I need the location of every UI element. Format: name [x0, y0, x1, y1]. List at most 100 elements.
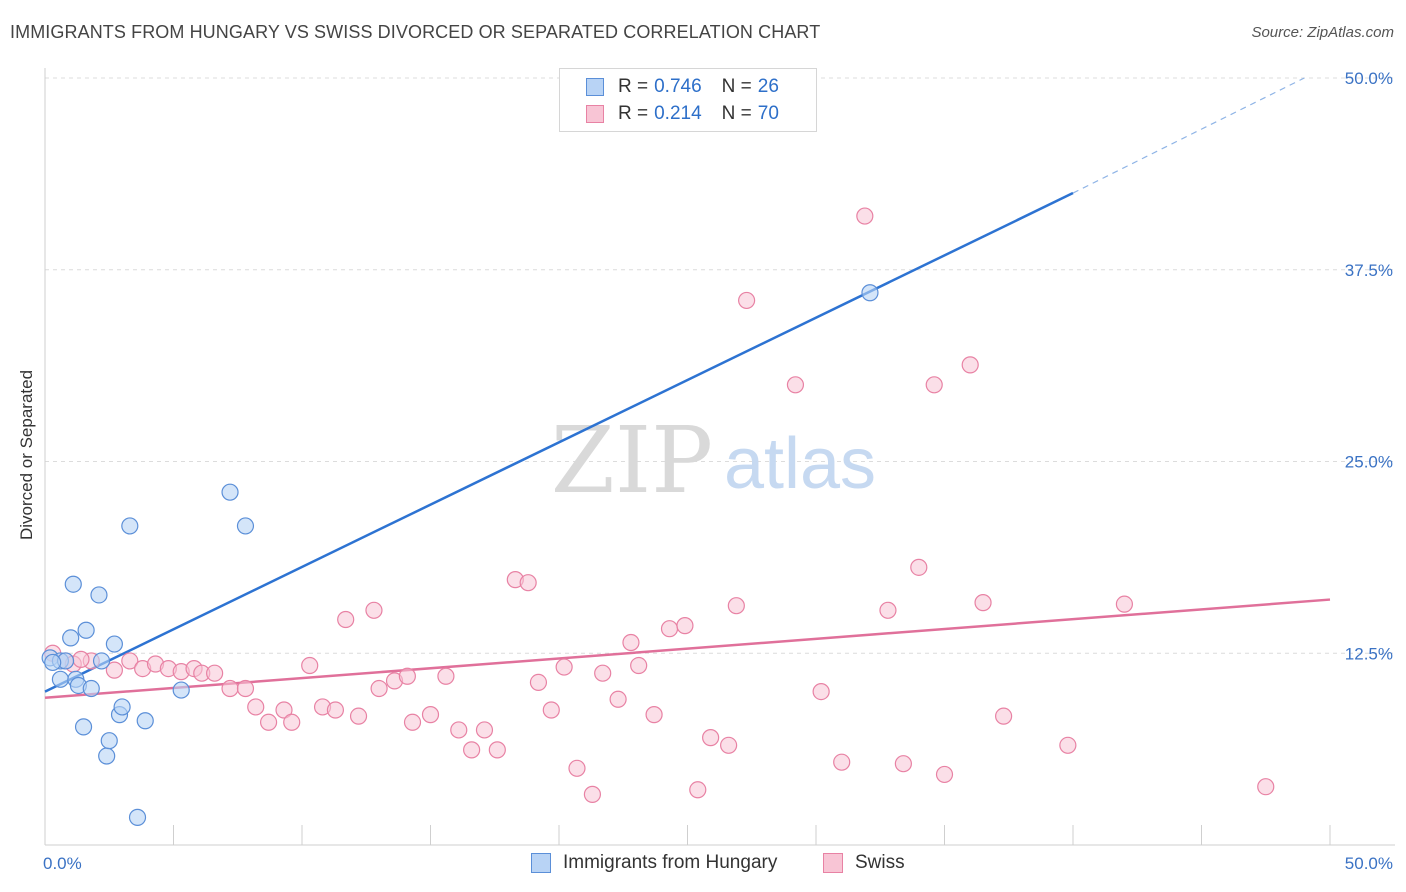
legend-n-value: 70 [757, 103, 779, 124]
y-tick-label: 12.5% [1345, 644, 1393, 663]
swiss-point [301, 656, 319, 675]
y-tick-labels: 12.5% 25.0% 37.5% 50.0% [1345, 69, 1393, 663]
trend-lines [44, 77, 1331, 699]
swiss-points [44, 207, 1275, 803]
swiss-point [398, 667, 416, 685]
swiss-point [856, 207, 874, 225]
hungary-point [44, 653, 62, 672]
swiss-point [910, 558, 928, 576]
swiss-point [738, 291, 756, 310]
bottom-legend-swatch-hungary [531, 853, 551, 873]
swiss-point [974, 594, 992, 612]
swiss-point [609, 690, 627, 708]
swiss-point [349, 707, 368, 725]
hungary-point [136, 712, 154, 730]
hungary-point [92, 652, 111, 670]
legend-n-label: N = [721, 76, 752, 97]
legend-swatch-swiss [586, 105, 604, 123]
hungary-trend-line [44, 191, 1074, 693]
swiss-point [421, 706, 440, 724]
x-tick-label: 50.0% [1345, 854, 1393, 873]
hungary-point [121, 517, 139, 535]
swiss-point [365, 601, 383, 619]
swiss-point [72, 650, 90, 668]
swiss-point [475, 721, 494, 739]
y-axis-label: Divorced or Separated [17, 369, 36, 541]
swiss-point [702, 729, 720, 747]
legend-n-label: N = [721, 103, 752, 124]
watermark-zip: ZIP [551, 407, 713, 514]
swiss-point [727, 597, 745, 615]
swiss-point [555, 658, 573, 676]
hungary-point [105, 635, 123, 653]
hungary-point [100, 732, 118, 750]
watermark: ZIP atlas [551, 407, 876, 514]
swiss-point [1059, 736, 1077, 754]
hungary-point [861, 284, 879, 302]
hungary-point [172, 681, 190, 699]
swiss-point [594, 664, 612, 682]
swiss-point [812, 682, 830, 701]
hungary-point [82, 679, 100, 698]
swiss-point [247, 698, 265, 716]
legend-r-label: R = [618, 76, 649, 97]
swiss-point [689, 781, 707, 799]
swiss-point [259, 713, 278, 731]
swiss-point [283, 713, 301, 731]
legend-r-value: 0.214 [654, 103, 702, 124]
hungary-points [41, 284, 879, 826]
swiss-point [221, 679, 239, 698]
swiss-point [236, 679, 255, 698]
swiss-point [676, 617, 694, 635]
swiss-point [833, 753, 851, 771]
hungary-point [221, 483, 239, 501]
legend-r-value: 0.746 [654, 76, 702, 97]
hungary-point [51, 670, 70, 688]
hungary-point [74, 718, 93, 736]
hungary-point [113, 698, 131, 716]
swiss-point [370, 679, 388, 698]
bottom-legend-hungary: Immigrants from Hungary [531, 852, 777, 874]
swiss-point [403, 713, 422, 731]
axes [44, 68, 1395, 846]
hungary-point [64, 575, 82, 593]
swiss-point [935, 765, 954, 784]
swiss-point [105, 661, 123, 679]
hungary-point [236, 517, 255, 535]
chart-title: IMMIGRANTS FROM HUNGARY VS SWISS DIVORCE… [10, 22, 821, 42]
swiss-trend-line [44, 598, 1331, 699]
hungary-point [128, 808, 147, 826]
source-label: Source: ZipAtlas.com [1251, 24, 1394, 41]
hungary-point [77, 621, 95, 639]
stats-legend: R = 0.746 N = 26 R = 0.214 N = 70 [559, 68, 817, 132]
legend-row-hungary: R = 0.746 N = 26 [586, 75, 779, 99]
swiss-point [1257, 778, 1275, 796]
swiss-point [879, 601, 897, 619]
swiss-point [622, 633, 640, 652]
x-tick-labels: 0.0% 50.0% [43, 854, 1393, 873]
swiss-point [437, 667, 455, 685]
swiss-point [326, 701, 345, 719]
hungary-point [90, 586, 108, 604]
swiss-point [645, 706, 663, 724]
swiss-point [463, 741, 481, 759]
swiss-point [206, 664, 224, 682]
swiss-point [720, 736, 738, 754]
swiss-point [995, 707, 1013, 725]
swiss-point [568, 759, 586, 777]
swiss-point [488, 741, 506, 759]
swiss-point [1115, 595, 1134, 613]
hungary-point [98, 747, 116, 765]
swiss-point [583, 785, 602, 803]
swiss-point [529, 673, 548, 691]
swiss-point [542, 701, 560, 719]
legend-swatch-hungary [586, 78, 604, 96]
swiss-point [786, 376, 805, 394]
y-tick-label: 50.0% [1345, 69, 1393, 88]
swiss-point [337, 610, 355, 629]
swiss-point [660, 620, 679, 638]
hungary-point [62, 629, 80, 647]
swiss-point [519, 574, 537, 592]
bottom-legend-swiss: Swiss [823, 852, 905, 874]
